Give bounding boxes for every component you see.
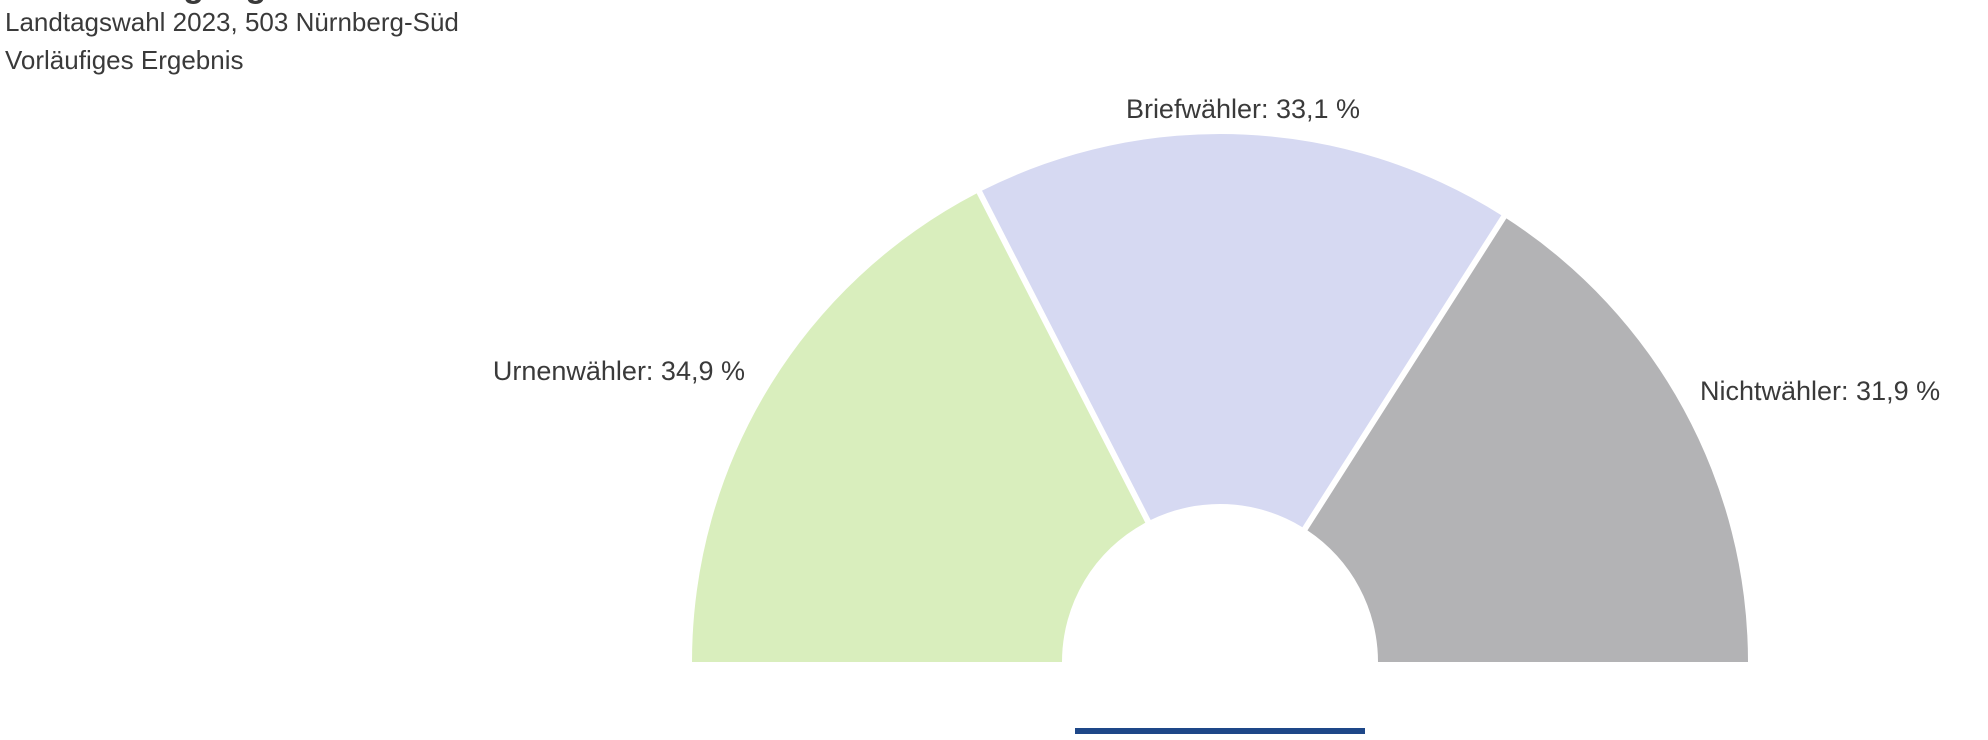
subtitle-line-status: Vorläufiges Ergebnis: [5, 45, 244, 75]
chart-title-clipped: Wahlbeteiligung: [5, 0, 266, 6]
donut-segment-urnenwaehler[interactable]: [692, 193, 1146, 662]
chart-subtitle: Landtagswahl 2023, 503 Nürnberg-Süd Vorl…: [5, 3, 459, 79]
bottom-navy-bar: [1075, 728, 1365, 734]
subtitle-line-election: Landtagswahl 2023, 503 Nürnberg-Süd: [5, 7, 459, 37]
donut-segment-nichtwaehler[interactable]: [1307, 218, 1748, 663]
slice-label-nichtwaehler: Nichtwähler: 31,9 %: [1700, 376, 1941, 406]
donut-segment-briefwaehler[interactable]: [982, 134, 1502, 528]
slice-label-briefwaehler: Briefwähler: 33,1 %: [1125, 94, 1361, 124]
slice-label-urnenwaehler: Urnenwähler: 34,9 %: [492, 356, 745, 386]
